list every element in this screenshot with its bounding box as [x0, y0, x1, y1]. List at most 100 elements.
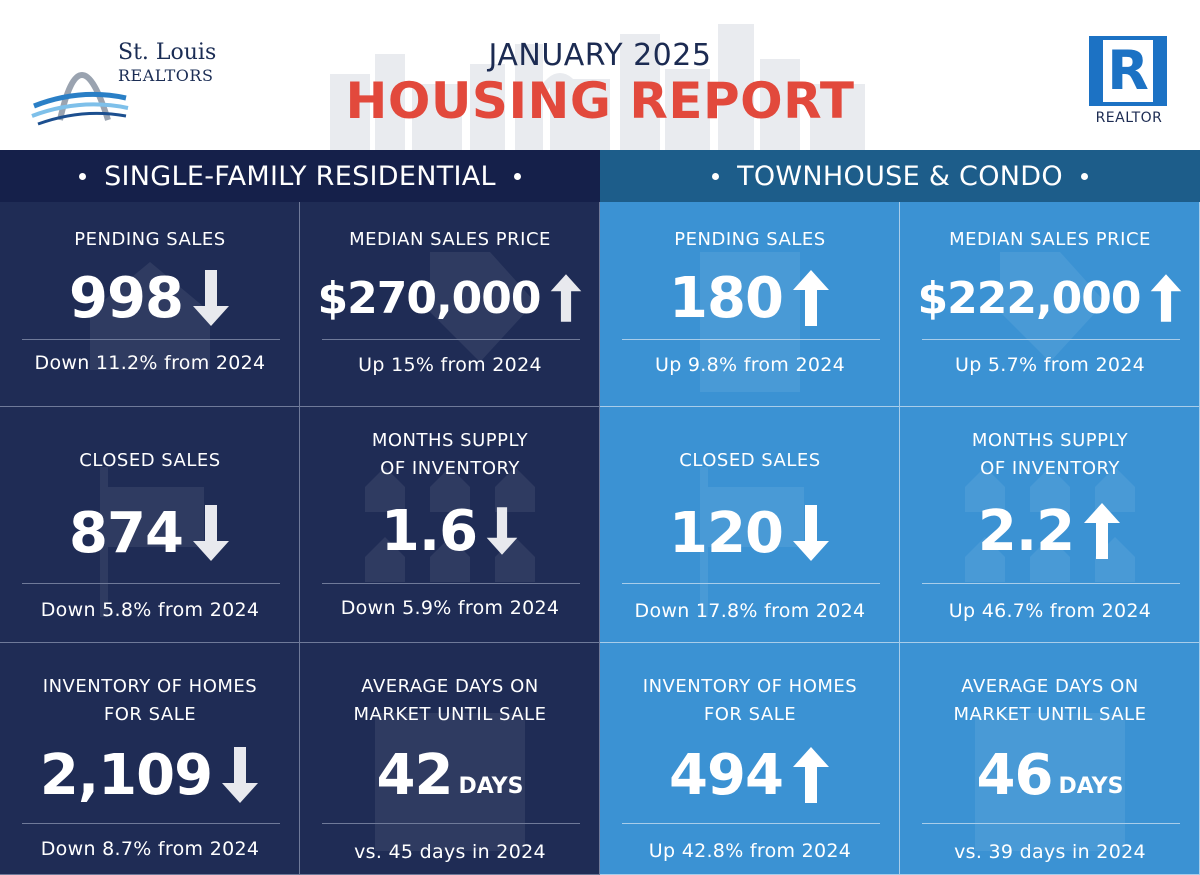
brand-subtitle: REALTORS [118, 66, 214, 85]
section-header-single-family: SINGLE-FAMILY RESIDENTIAL [0, 150, 600, 202]
metric-label: MARKET UNTIL SALE [353, 704, 547, 725]
metric-change: Up 9.8% from 2024 [654, 354, 846, 376]
report-title: HOUSING REPORT [345, 72, 855, 130]
metric-value: 1.6 [380, 498, 478, 564]
sold-sign-icon [700, 467, 804, 617]
townhouse-condo-panel: PENDING SALES 180 Up 9.8% from 2024 MEDI… [600, 202, 1200, 875]
tc-months-supply-card: MONTHS SUPPLY OF INVENTORY 2.2 Up 46.7% … [900, 407, 1200, 643]
section-title-townhouse-condo: TOWNHOUSE & CONDO [737, 160, 1063, 192]
realtor-r-letter: R [1107, 39, 1149, 102]
sf-pending-sales-card: PENDING SALES 998 Down 11.2% from 2024 [0, 202, 300, 407]
bullet-icon [712, 172, 720, 180]
sf-inventory-card: INVENTORY OF HOMES FOR SALE 2,109 Down 8… [0, 643, 300, 875]
realtor-r-logo-icon: R [1089, 36, 1167, 106]
arrow-down-icon [192, 270, 229, 326]
metric-value: 2,109 [39, 742, 213, 808]
price-tag-icon [1000, 252, 1105, 362]
metric-change: Down 5.8% from 2024 [40, 599, 260, 621]
metric-change: Down 8.7% from 2024 [40, 838, 260, 860]
bullet-icon [513, 172, 521, 180]
sf-median-price-card: MEDIAN SALES PRICE $270,000 Up 15% from … [300, 202, 600, 407]
metric-label: MONTHS SUPPLY [971, 430, 1129, 451]
arrow-down-icon [792, 505, 829, 561]
metric-value: 42 [376, 742, 454, 808]
sf-closed-sales-card: CLOSED SALES 874 Down 5.8% from 2024 [0, 407, 300, 643]
metric-label: MARKET UNTIL SALE [953, 704, 1147, 725]
arrow-down-icon [486, 507, 518, 555]
metric-label: PENDING SALES [74, 229, 226, 250]
arrow-down-icon [222, 747, 259, 803]
metric-label: AVERAGE DAYS ON [361, 676, 539, 697]
metric-value: 2.2 [977, 498, 1075, 564]
divider [322, 583, 580, 584]
metric-unit: DAYS [458, 774, 524, 799]
divider [622, 583, 880, 584]
metric-change: Down 5.9% from 2024 [340, 597, 560, 619]
metric-value: 494 [669, 742, 784, 808]
tc-days-on-market-card: AVERAGE DAYS ON MARKET UNTIL SALE 46 DAY… [900, 643, 1200, 875]
bullet-icon [79, 172, 87, 180]
divider [622, 823, 880, 824]
section-header-townhouse-condo: TOWNHOUSE & CONDO [600, 150, 1200, 202]
divider [622, 339, 880, 340]
metric-value: 874 [69, 500, 184, 566]
report-header: St. Louis REALTORS JANUARY 2025 HOUSING … [0, 0, 1200, 150]
metric-value: 46 [976, 742, 1054, 808]
arrow-up-icon [550, 274, 581, 322]
divider [22, 823, 280, 824]
arrow-up-icon [1150, 274, 1181, 322]
metric-value: 998 [69, 265, 184, 331]
metric-change: Up 5.7% from 2024 [954, 354, 1146, 376]
report-month: JANUARY 2025 [488, 38, 712, 73]
metric-change: Up 42.8% from 2024 [648, 840, 852, 862]
sf-months-supply-card: MONTHS SUPPLY OF INVENTORY 1.6 Down 5.9%… [300, 407, 600, 643]
arrow-up-icon [792, 270, 829, 326]
metric-label: CLOSED SALES [679, 450, 821, 471]
metric-change: Up 46.7% from 2024 [948, 600, 1152, 622]
metric-label: OF INVENTORY [380, 458, 520, 479]
calendar-icon [375, 713, 525, 851]
gateway-arch-logo [31, 72, 129, 126]
divider [922, 823, 1180, 824]
bullet-icon [1080, 172, 1088, 180]
tc-inventory-card: INVENTORY OF HOMES FOR SALE 494 Up 42.8%… [600, 643, 900, 875]
tc-median-price-card: MEDIAN SALES PRICE $222,000 Up 5.7% from… [900, 202, 1200, 407]
sold-sign-icon [100, 467, 204, 617]
divider [22, 583, 280, 584]
metric-change: vs. 39 days in 2024 [954, 841, 1146, 863]
realtor-label: REALTOR [1095, 110, 1163, 126]
metric-label: OF INVENTORY [980, 458, 1120, 479]
price-tag-icon [430, 252, 535, 362]
metric-label: FOR SALE [703, 704, 797, 725]
arrow-up-icon [1084, 503, 1121, 559]
sf-days-on-market-card: AVERAGE DAYS ON MARKET UNTIL SALE 42 DAY… [300, 643, 600, 875]
divider [922, 583, 1180, 584]
brand-name: St. Louis [118, 40, 217, 65]
house-icon [90, 262, 210, 370]
tc-pending-sales-card: PENDING SALES 180 Up 9.8% from 2024 [600, 202, 900, 407]
divider [922, 339, 1180, 340]
single-family-panel: PENDING SALES 998 Down 11.2% from 2024 M… [0, 202, 600, 875]
arrow-down-icon [192, 505, 229, 561]
calendar-icon [975, 713, 1125, 851]
metric-value: 180 [669, 265, 784, 331]
metric-label: MEDIAN SALES PRICE [349, 229, 551, 250]
arrow-up-icon [792, 747, 829, 803]
metric-label: MONTHS SUPPLY [371, 430, 529, 451]
houses-grid-icon [365, 467, 535, 582]
section-title-single-family: SINGLE-FAMILY RESIDENTIAL [104, 160, 496, 192]
metric-label: PENDING SALES [674, 229, 826, 250]
metric-value: 120 [669, 500, 784, 566]
metric-label: MEDIAN SALES PRICE [949, 229, 1151, 250]
metric-label: FOR SALE [103, 704, 197, 725]
metric-change: Down 17.8% from 2024 [634, 600, 866, 622]
building-icon [700, 252, 800, 392]
metric-change: Down 11.2% from 2024 [34, 352, 266, 374]
metric-label: CLOSED SALES [79, 450, 221, 471]
metric-label: AVERAGE DAYS ON [961, 676, 1139, 697]
metric-value: $270,000 [317, 272, 541, 324]
metric-value: $222,000 [917, 272, 1141, 324]
divider [22, 339, 280, 340]
metric-unit: DAYS [1058, 774, 1124, 799]
divider [322, 339, 580, 340]
